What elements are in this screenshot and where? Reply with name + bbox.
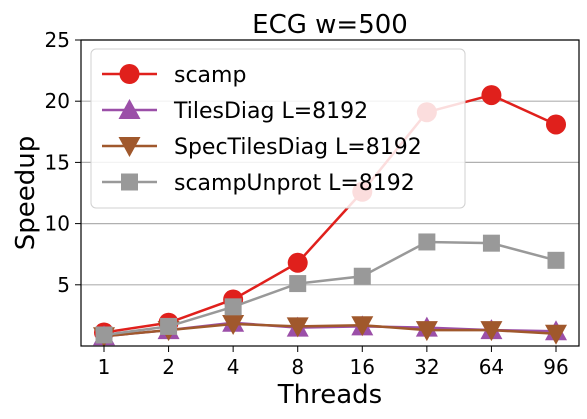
legend-label: TilesDiag L=8192 bbox=[173, 99, 368, 124]
x-tick-label: 4 bbox=[227, 355, 240, 379]
x-tick-label: 64 bbox=[479, 355, 504, 379]
y-tick-label: 25 bbox=[45, 28, 70, 52]
series-line bbox=[103, 93, 557, 334]
legend-label: scampUnprot L=8192 bbox=[174, 171, 415, 196]
data-point bbox=[160, 317, 178, 335]
data-point bbox=[224, 298, 242, 316]
legend-marker bbox=[119, 64, 140, 84]
data-point bbox=[353, 267, 371, 285]
series-line bbox=[103, 322, 557, 338]
legend-marker bbox=[121, 173, 138, 191]
x-tick-label: 8 bbox=[291, 355, 304, 379]
x-axis-label: Threads bbox=[277, 380, 382, 410]
y-tick-label: 10 bbox=[45, 212, 70, 236]
x-tick-label: 96 bbox=[543, 355, 568, 379]
y-tick-label: 20 bbox=[45, 89, 70, 113]
x-tick-label: 32 bbox=[414, 355, 439, 379]
legend-label: scamp bbox=[174, 63, 246, 88]
legend: scamp TilesDiag L=8192 SpecTilesDiag L=819… bbox=[90, 48, 466, 209]
x-tick-label: 2 bbox=[162, 355, 175, 379]
data-point bbox=[415, 321, 438, 342]
data-point bbox=[222, 314, 245, 335]
data-point bbox=[480, 321, 503, 342]
legend-marker bbox=[118, 99, 141, 119]
data-point bbox=[547, 251, 565, 269]
legend-marker bbox=[118, 137, 141, 157]
data-point bbox=[545, 324, 567, 345]
legend-item: TilesDiag L=8192 bbox=[102, 99, 368, 124]
legend-label: SpecTilesDiag L=8192 bbox=[174, 135, 422, 160]
data-point bbox=[286, 317, 309, 338]
legend-item: SpecTilesDiag L=8192 bbox=[102, 135, 422, 160]
data-point bbox=[95, 326, 113, 344]
legend-item: scampUnprot L=8192 bbox=[102, 171, 415, 196]
x-tick-label: 1 bbox=[98, 355, 111, 379]
chart-title: ECG w=500 bbox=[252, 10, 408, 40]
data-point bbox=[351, 316, 374, 337]
series-3 bbox=[95, 233, 565, 344]
y-tick-label: 15 bbox=[45, 150, 70, 174]
y-tick-label: 5 bbox=[57, 273, 70, 297]
data-point bbox=[289, 275, 307, 293]
data-point bbox=[418, 233, 436, 251]
series-line bbox=[103, 240, 557, 337]
data-point bbox=[287, 252, 308, 273]
x-tick-label: 16 bbox=[350, 355, 375, 379]
plot-frame bbox=[80, 39, 580, 347]
data-point bbox=[482, 234, 500, 252]
x-axis-ticks: 1 2 4 8 16 32 64 96 bbox=[98, 346, 569, 379]
data-point bbox=[481, 85, 502, 106]
legend-item: scamp bbox=[102, 63, 246, 88]
y-axis-label: Speedup bbox=[11, 136, 41, 251]
y-axis-ticks: 5 10 15 20 25 bbox=[45, 28, 81, 297]
legend-box bbox=[90, 48, 466, 209]
data-point bbox=[546, 114, 566, 135]
